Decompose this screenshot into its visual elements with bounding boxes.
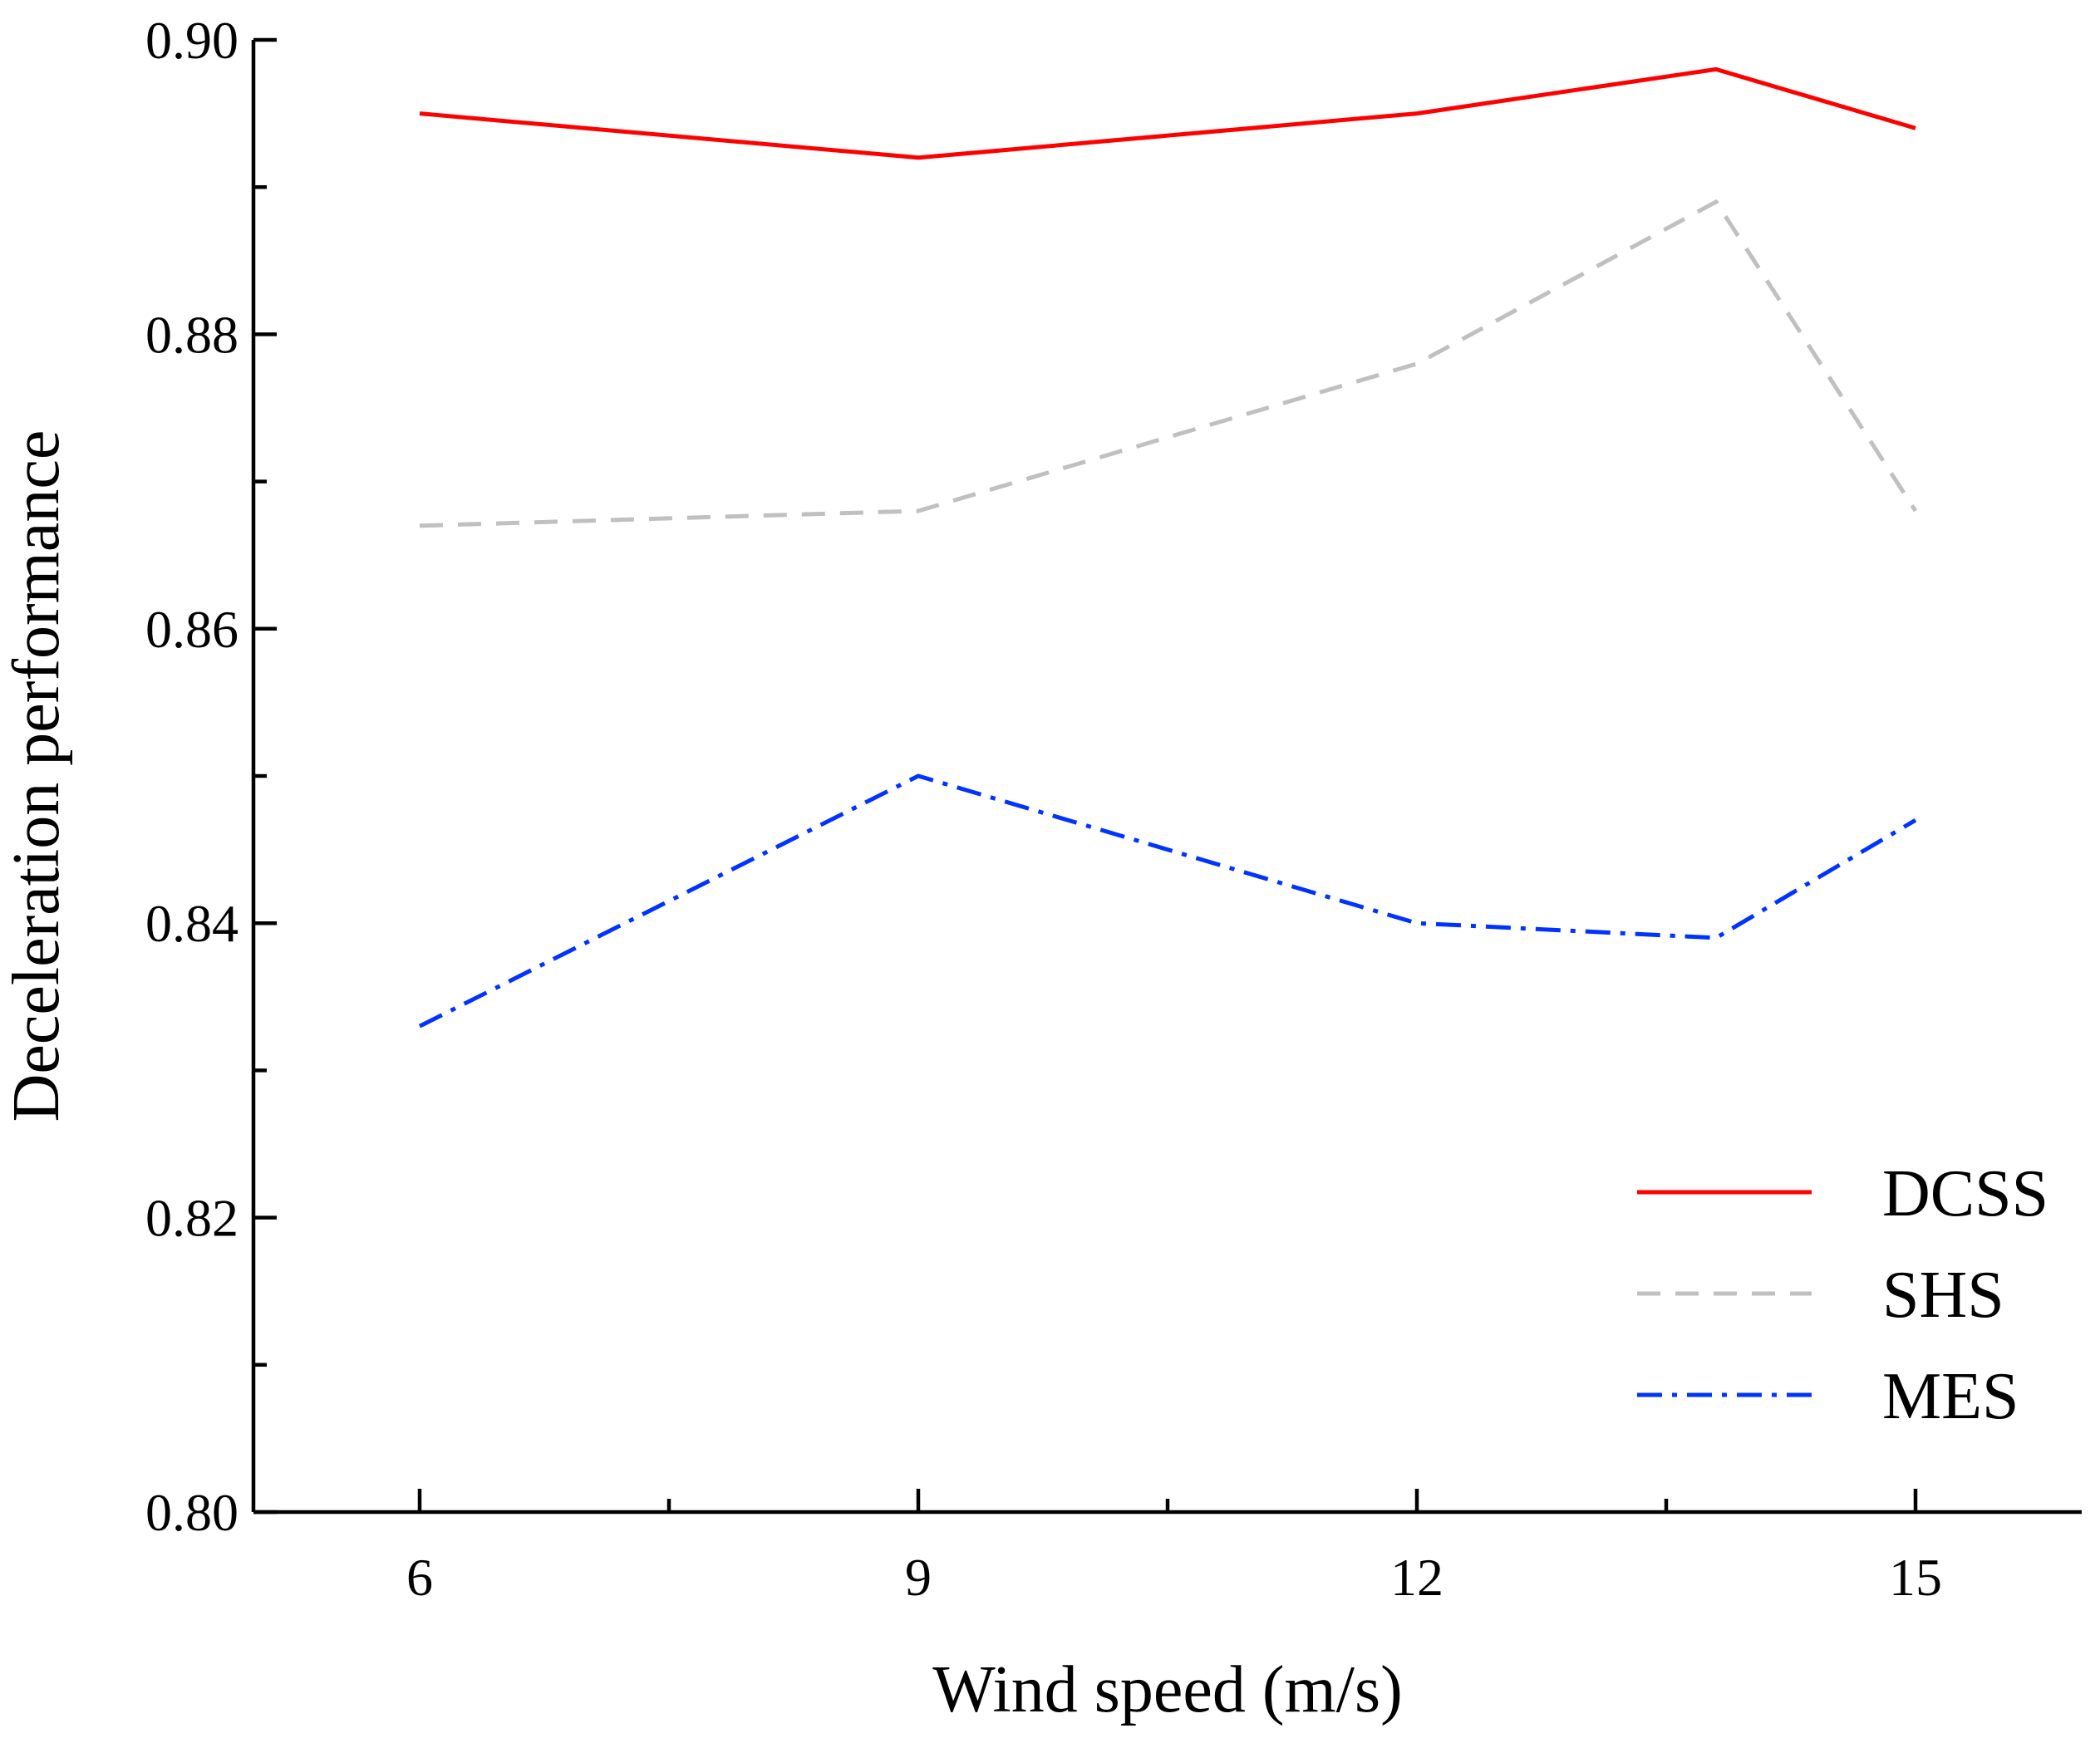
y-tick-label: 0.82 (145, 1189, 239, 1248)
x-tick-label: 6 (406, 1548, 433, 1607)
series-line-shs (419, 199, 1918, 528)
series-line-dcss (419, 66, 1916, 160)
x-tick-label: 15 (1889, 1548, 1942, 1607)
y-ticks: 0.80 0.82 0.84 0.86 0.88 0.90 (145, 11, 277, 1542)
x-axis-title: Wind speed (m/s) (932, 1653, 1403, 1726)
axes (251, 40, 2082, 1515)
x-tick-label: 9 (905, 1548, 932, 1607)
legend-label-dcss: DCSS (1882, 1157, 2048, 1230)
legend-label-shs: SHS (1882, 1259, 2004, 1332)
x-ticks: 6 9 12 15 (406, 1489, 1942, 1607)
y-tick-label: 0.90 (145, 11, 239, 70)
y-axis-title: Deceleration performance (0, 430, 73, 1122)
y-tick-label: 0.88 (145, 305, 239, 364)
series-line-mes (418, 773, 1917, 1029)
x-tick-label: 12 (1390, 1548, 1443, 1607)
legend-label-mes: MES (1882, 1360, 2019, 1433)
plot-area (418, 66, 1918, 1029)
legend: DCSS SHS MES (1637, 1157, 2048, 1433)
y-tick-label: 0.84 (145, 894, 239, 953)
y-tick-label: 0.80 (145, 1483, 239, 1542)
y-tick-label: 0.86 (145, 600, 239, 659)
